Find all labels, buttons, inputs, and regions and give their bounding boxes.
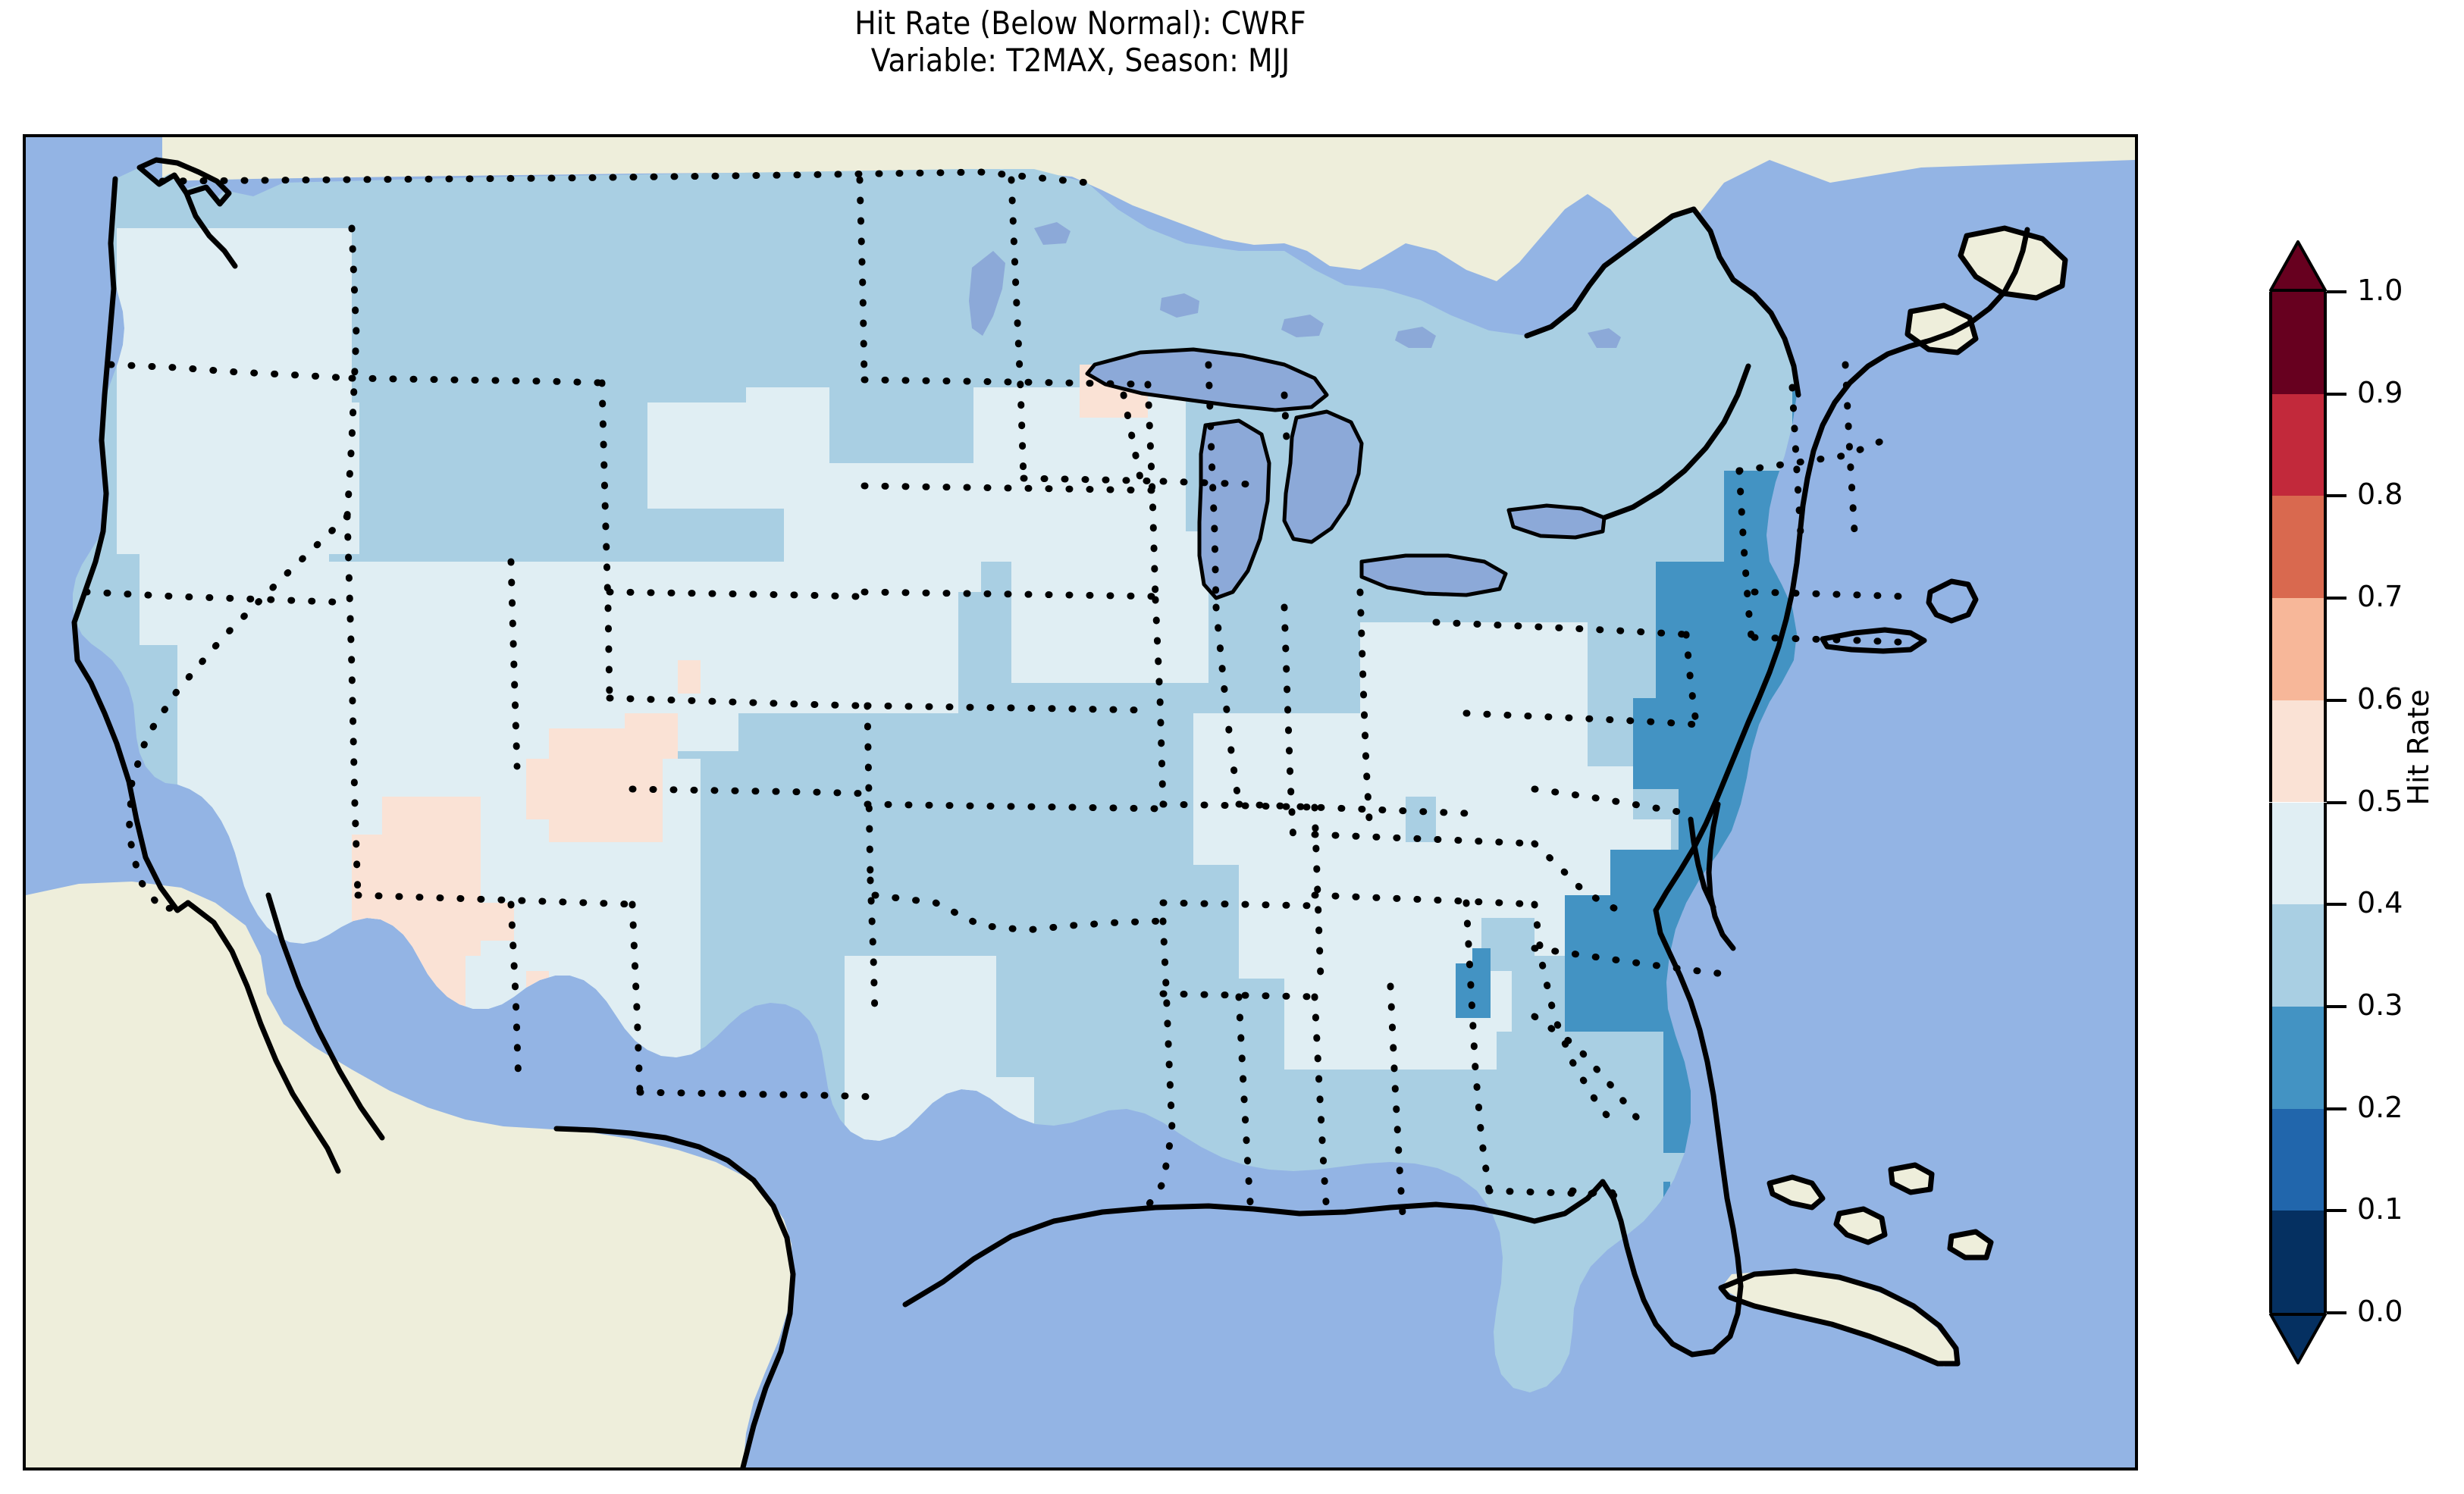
colorbar-tick-3 (2327, 597, 2346, 600)
colorbar-segment-6 (2269, 904, 2327, 1007)
colorbar-ticklabel-7: 0.3 (2357, 988, 2403, 1022)
colorbar-tick-9 (2327, 1209, 2346, 1213)
colorbar-segment-8 (2269, 1108, 2327, 1211)
lake-superior (1087, 349, 1327, 410)
colorbar-segment-4 (2269, 700, 2327, 803)
map-axes (23, 134, 2138, 1471)
colorbar-tick-1 (2327, 392, 2346, 396)
colorbar-segment-1 (2269, 393, 2327, 496)
colorbar-extend-min (2269, 1313, 2327, 1364)
colorbar-tick-8 (2327, 1107, 2346, 1110)
lake-michigan (1199, 421, 1269, 598)
colorbar-tick-7 (2327, 1004, 2346, 1008)
state-borders (83, 168, 1910, 1217)
colorbar-extend-max (2269, 240, 2327, 292)
colorbar-segment-9 (2269, 1211, 2327, 1313)
colorbar-segment-0 (2269, 292, 2327, 394)
lake-winnipeg (969, 251, 1005, 336)
colorbar-ticklabel-9: 0.1 (2357, 1192, 2403, 1226)
colorbar (2269, 240, 2327, 1364)
colorbar-tick-4 (2327, 698, 2346, 702)
title-line-2: Variable: T2MAX, Season: MJJ (870, 42, 1290, 80)
lake-small-4 (1588, 328, 1621, 348)
colorbar-ticklabel-2: 0.8 (2357, 478, 2403, 512)
colorbar-segment-7 (2269, 1006, 2327, 1109)
land-mexico (26, 882, 793, 1467)
lake-small-2 (1281, 315, 1324, 337)
coastlines (71, 157, 2068, 1467)
lake-small-3 (1395, 327, 1436, 348)
colorbar-ticklabel-3: 0.7 (2357, 580, 2403, 614)
colorbar-ticklabel-4: 0.6 (2357, 681, 2403, 716)
page-title: Hit Rate (Below Normal): CWRF Variable: … (0, 5, 2312, 79)
colorbar-segment-3 (2269, 598, 2327, 700)
colorbar-ticklabel-0: 1.0 (2357, 274, 2403, 307)
colorbar-tick-6 (2327, 903, 2346, 907)
colorbar-axis-label: Hit Rate (2388, 0, 2449, 1494)
great-lakes (969, 222, 1621, 598)
lake-erie (1362, 556, 1506, 595)
colorbar-ticklabel-8: 0.2 (2357, 1090, 2403, 1124)
colorbar-tick-2 (2327, 494, 2346, 498)
colorbar-segment-5 (2269, 802, 2327, 905)
data-cells-east-coast (1497, 1032, 1663, 1229)
colorbar-ticklabel-10: 0.0 (2357, 1295, 2403, 1328)
lake-small-5 (1034, 222, 1071, 245)
title-line-1: Hit Rate (Below Normal): CWRF (854, 5, 1306, 42)
colorbar-segment-2 (2269, 496, 2327, 599)
map-canvas (26, 137, 2135, 1467)
colorbar-label-text: Hit Rate (2402, 688, 2435, 806)
colorbar-tick-0 (2327, 290, 2346, 293)
colorbar-tick-10 (2327, 1311, 2346, 1314)
land-baja (188, 903, 338, 1188)
data-field (73, 168, 1797, 1392)
land-cuba (1721, 1271, 1958, 1367)
land-canada (162, 137, 2135, 281)
map-svg (26, 137, 2135, 1467)
land-polygons (26, 137, 2135, 1467)
colorbar-ticklabel-5: 0.5 (2357, 784, 2403, 818)
lake-ontario (1509, 506, 1604, 537)
data-cells-050-060 (352, 357, 1148, 1032)
lake-small-1 (1160, 293, 1199, 318)
colorbar-ticks: 1.0 0.9 0.8 0.7 0.6 0.5 0.4 0.3 0.2 0.1 … (2269, 0, 2464, 1494)
colorbar-tick-5 (2327, 800, 2346, 804)
colorbar-ticklabel-6: 0.4 (2357, 886, 2403, 920)
colorbar-ticklabel-1: 0.9 (2357, 375, 2403, 409)
data-cells-030-040-accents (352, 221, 1171, 402)
